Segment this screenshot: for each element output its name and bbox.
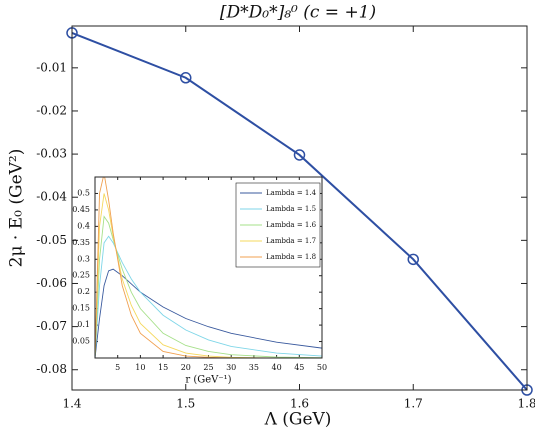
y-tick-label: 0.05 — [72, 337, 90, 346]
x-tick-label: 1.7 — [404, 397, 423, 411]
legend-label: Lambda = 1.8 — [266, 253, 316, 261]
x-tick-label: 35 — [249, 363, 259, 372]
y-tick-label: -0.01 — [36, 60, 67, 74]
axes-frame — [94, 176, 323, 359]
x-tick-label: 1.8 — [517, 397, 535, 411]
x-tick-label: 1.4 — [62, 397, 81, 411]
marker — [293, 149, 306, 161]
x-tick-label: 1.6 — [290, 397, 309, 411]
x-axis-label: r (GeV⁻¹) — [185, 375, 231, 386]
y-tick-label: 0.3 — [77, 254, 90, 263]
series-line — [95, 215, 322, 358]
x-tick-label: 5 — [115, 363, 120, 372]
marker — [180, 72, 192, 84]
y-axis-label: 2μ · E₀ (GeV²) — [7, 149, 27, 268]
y-tick-label: -0.03 — [36, 147, 67, 161]
series-group — [95, 177, 322, 358]
marker — [407, 253, 419, 266]
legend-label: Lambda = 1.5 — [266, 205, 316, 213]
y-tick-label: -0.05 — [36, 233, 67, 247]
y-tick-label: -0.02 — [36, 103, 67, 117]
y-tick-label: -0.06 — [36, 276, 67, 290]
chart-title: [D*D₀*]₈⁰ (c = +1) — [220, 3, 376, 23]
y-tick-label: 0.2 — [77, 287, 90, 296]
x-tick-label: 20 — [181, 363, 191, 372]
legend-label: Lambda = 1.7 — [266, 237, 316, 245]
y-tick-label: 0.4 — [77, 221, 90, 230]
series-line — [95, 235, 322, 358]
y-tick-label: 0.1 — [77, 320, 90, 329]
x-axis-label: Λ (GeV) — [264, 410, 332, 430]
x-tick-label: 15 — [158, 363, 168, 372]
y-tick-label: 0.35 — [72, 238, 90, 247]
series-line — [95, 193, 322, 358]
x-tick-label: 1.5 — [176, 397, 195, 411]
y-tick-label: 0.15 — [72, 304, 90, 313]
legend-label: Lambda = 1.4 — [266, 189, 317, 197]
axes-frame — [71, 25, 528, 391]
x-tick-label: 25 — [203, 363, 213, 372]
x-tick-label: 50 — [317, 363, 327, 372]
x-tick-label: 45 — [294, 363, 304, 372]
legend-label: Lambda = 1.6 — [266, 221, 317, 229]
y-tick-label: 0.5 — [77, 188, 90, 197]
x-tick-label: 10 — [135, 363, 145, 372]
series-line — [95, 268, 322, 358]
x-tick-label: 40 — [272, 363, 282, 372]
y-tick-label: 0.45 — [72, 205, 90, 214]
y-tick-label: -0.07 — [36, 319, 67, 333]
y-tick-label: 0.25 — [72, 271, 90, 280]
x-tick-label: 30 — [226, 363, 236, 372]
y-tick-label: -0.04 — [36, 190, 67, 204]
series-line — [71, 31, 528, 391]
y-tick-label: -0.08 — [36, 362, 67, 376]
